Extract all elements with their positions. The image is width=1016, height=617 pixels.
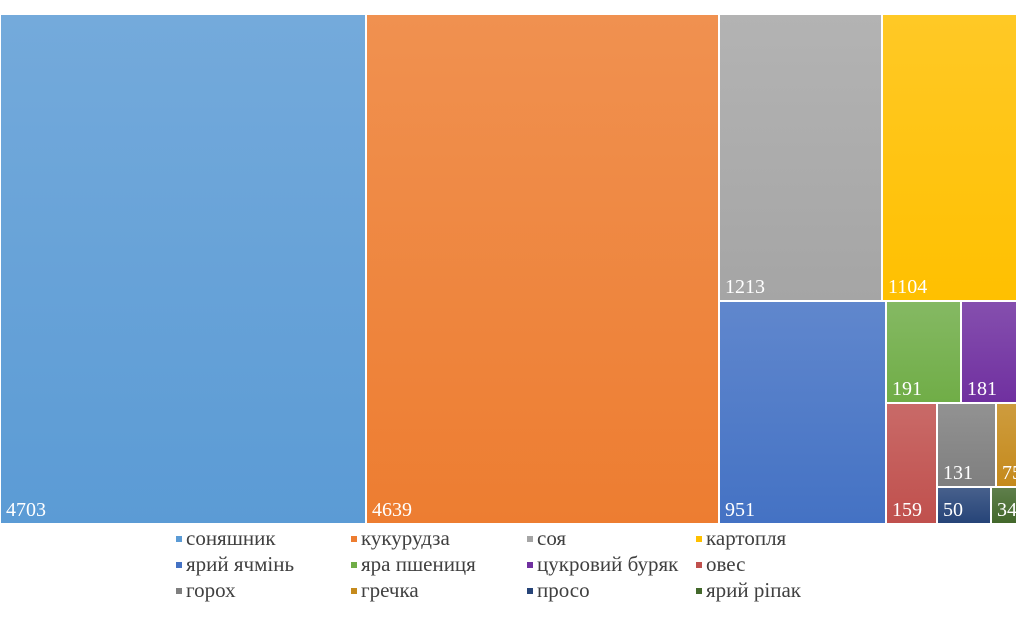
legend-label: ярий ячмінь — [186, 552, 295, 576]
legend-item: картопля — [696, 528, 786, 549]
legend-label: яра пшениця — [361, 552, 476, 576]
treemap-value-label: 1213 — [725, 276, 765, 298]
legend-label: овес — [706, 552, 746, 576]
treemap-value-label: 181 — [967, 378, 997, 400]
legend-label: просо — [537, 578, 590, 602]
legend-swatch — [696, 535, 702, 542]
legend-swatch — [527, 535, 533, 542]
legend-item: овес — [696, 554, 745, 575]
legend-item: гречка — [351, 580, 419, 601]
treemap-tile-item-7: 181 — [961, 301, 1016, 403]
legend-swatch — [696, 561, 702, 568]
treemap-tile-item-9: 131 — [937, 403, 996, 487]
treemap-value-label: 951 — [725, 499, 755, 521]
chart-legend: соняшник кукурудза соя картопля ярий ячмінь я… — [0, 528, 1016, 617]
legend-swatch — [351, 561, 357, 568]
legend-label: ярий ріпак — [706, 578, 801, 602]
legend-swatch — [527, 561, 533, 568]
treemap-tile-item-2: 4639 — [366, 14, 719, 524]
treemap-tile-item-5: 951 — [719, 301, 886, 524]
treemap-value-label: 34 — [997, 499, 1016, 521]
legend-item: ярий ріпак — [696, 580, 801, 601]
treemap-value-label: 4639 — [372, 499, 412, 521]
treemap-tile-item-3: 1213 — [719, 14, 882, 301]
treemap-chart: 4703 4639 1213 1104 951 191 181 159 131 75 50 34 — [0, 14, 1016, 524]
treemap-tile-item-8: 159 — [886, 403, 937, 524]
legend-label: кукурудза — [361, 526, 450, 550]
treemap-value-label: 191 — [892, 378, 922, 400]
treemap-tile-item-4: 1104 — [882, 14, 1016, 301]
treemap-value-label: 159 — [892, 499, 922, 521]
treemap-value-label: 1104 — [888, 276, 928, 298]
treemap-tile-item-11: 50 — [937, 487, 991, 524]
treemap-tile-item-12: 34 — [991, 487, 1016, 524]
legend-item: яра пшениця — [351, 554, 476, 575]
legend-swatch — [696, 587, 702, 594]
treemap-tile-item-10: 75 — [996, 403, 1016, 487]
treemap-value-label: 131 — [943, 462, 973, 484]
legend-item: соя — [527, 528, 566, 549]
legend-label: соя — [537, 526, 567, 550]
legend-swatch — [351, 587, 357, 594]
legend-swatch — [351, 535, 357, 542]
treemap-value-label: 75 — [1002, 462, 1016, 484]
treemap-tile-item-1: 4703 — [0, 14, 366, 524]
legend-item: просо — [527, 580, 590, 601]
treemap-value-label: 4703 — [6, 499, 46, 521]
legend-item: кукурудза — [351, 528, 450, 549]
treemap-value-label: 50 — [943, 499, 963, 521]
legend-swatch — [176, 561, 182, 568]
treemap-tile-item-6: 191 — [886, 301, 961, 403]
legend-label: горох — [186, 578, 236, 602]
legend-label: цукровий буряк — [537, 552, 679, 576]
legend-item: горох — [176, 580, 236, 601]
legend-swatch — [176, 587, 182, 594]
legend-swatch — [527, 587, 533, 594]
legend-item: соняшник — [176, 528, 276, 549]
legend-label: картопля — [706, 526, 787, 550]
legend-swatch — [176, 535, 182, 542]
legend-label: соняшник — [186, 526, 276, 550]
legend-label: гречка — [361, 578, 419, 602]
legend-item: цукровий буряк — [527, 554, 678, 575]
legend-item: ярий ячмінь — [176, 554, 294, 575]
